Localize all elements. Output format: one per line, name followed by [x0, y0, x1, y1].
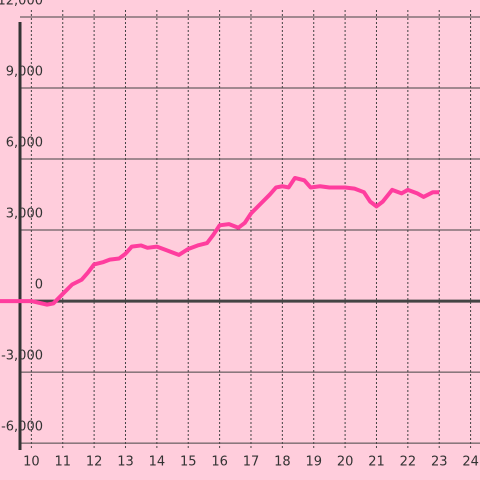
- x-tick-label: 13: [117, 455, 134, 470]
- x-tick-label: 10: [23, 455, 40, 470]
- x-tick-label: 11: [54, 455, 71, 470]
- x-tick-label: 12: [86, 455, 103, 470]
- y-tick-label: 0: [35, 278, 43, 293]
- x-tick-label: 15: [180, 455, 197, 470]
- x-tick-label: 20: [337, 455, 354, 470]
- x-tick-label: 14: [149, 455, 166, 470]
- line: [0, 175, 440, 307]
- x-tick-label: 22: [400, 455, 417, 470]
- y-tick-label: -3,000: [1, 349, 43, 364]
- x-tick-label: 24: [462, 455, 479, 470]
- y-tick-label: -6,000: [1, 420, 43, 435]
- y-tick-label: 6,000: [6, 136, 43, 151]
- y-tick-label: 12,000: [0, 0, 43, 9]
- x-tick-label: 19: [305, 455, 322, 470]
- x-tick-label: 17: [243, 455, 260, 470]
- x-tick-label: 16: [211, 455, 228, 470]
- y-tick-label: 9,000: [6, 65, 43, 80]
- x-tick-label: 21: [368, 455, 385, 470]
- y-tick-label: 3,000: [6, 207, 43, 222]
- x-tick-label: 18: [274, 455, 291, 470]
- x-tick-label: 23: [431, 455, 448, 470]
